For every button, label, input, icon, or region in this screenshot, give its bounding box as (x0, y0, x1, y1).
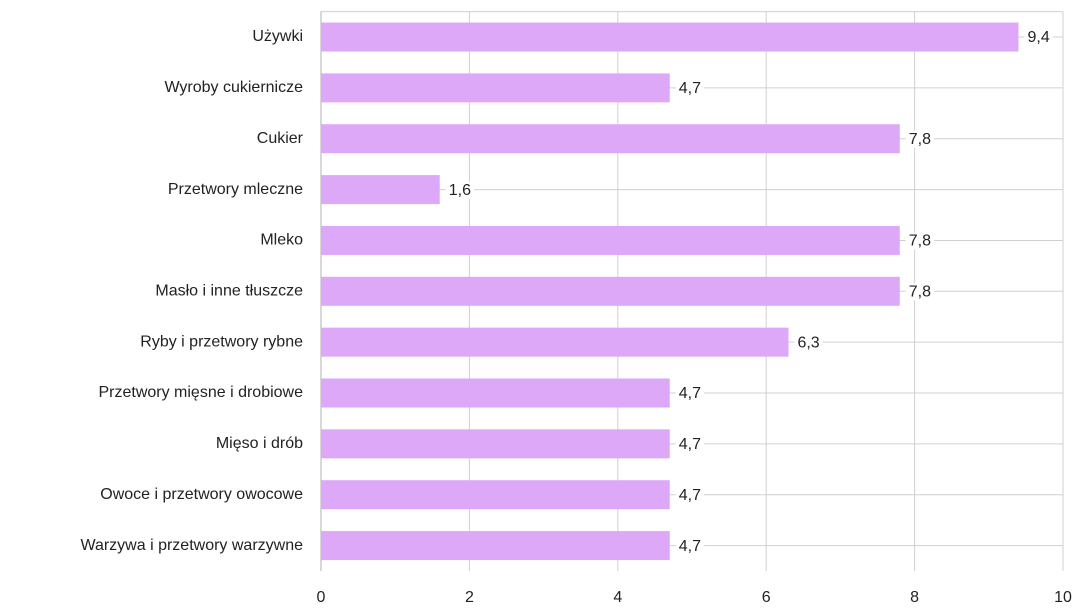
y-tick-label: Cukier (257, 130, 304, 147)
y-tick-label: Używki (252, 28, 303, 45)
bar (321, 225, 900, 255)
bar (321, 531, 670, 561)
data-label-bg (905, 283, 935, 301)
x-tick-label: 2 (465, 589, 474, 606)
data-label-bg (794, 334, 823, 352)
x-tick-label: 8 (910, 589, 919, 606)
data-label: 7,8 (909, 284, 931, 301)
x-tick-label: 4 (613, 589, 622, 606)
data-label-bg (675, 486, 705, 504)
y-tick-label: Warzywa i przetwory warzywne (80, 537, 303, 554)
bar (321, 327, 789, 357)
y-tick-label: Przetwory mleczne (168, 181, 303, 198)
bar (321, 73, 670, 103)
y-tick-label: Wyroby cukiernicze (164, 79, 303, 96)
bar (321, 124, 900, 154)
data-label-bg (1024, 29, 1053, 47)
data-label-bg (675, 80, 705, 98)
bar (321, 480, 670, 510)
data-label: 4,7 (679, 436, 701, 453)
data-label-bg (675, 537, 705, 555)
bar (321, 175, 440, 205)
data-label: 6,3 (797, 334, 819, 351)
data-label: 7,8 (909, 131, 931, 148)
y-tick-label: Owoce i przetwory owocowe (100, 486, 303, 503)
y-tick-label: Masło i inne tłuszcze (155, 283, 303, 300)
data-label-bg (905, 232, 935, 250)
data-label-bg (675, 436, 705, 454)
data-label-bg (905, 130, 935, 148)
y-tick-label: Przetwory mięsne i drobiowe (98, 384, 303, 401)
bar (321, 429, 670, 459)
data-label: 4,7 (679, 80, 701, 97)
y-tick-label: Ryby i przetwory rybne (140, 333, 303, 350)
data-label: 4,7 (679, 385, 701, 402)
y-tick-label: Mleko (260, 232, 303, 249)
data-label-bg (675, 385, 705, 403)
data-label: 4,7 (679, 538, 701, 555)
y-tick-label: Mięso i drób (216, 435, 303, 452)
data-label: 7,8 (909, 233, 931, 250)
x-tick-label: 0 (317, 589, 326, 606)
data-label-bg (445, 181, 475, 199)
data-label: 4,7 (679, 487, 701, 504)
data-label: 9,4 (1027, 29, 1049, 46)
x-tick-label: 10 (1054, 589, 1072, 606)
x-tick-label: 6 (762, 589, 771, 606)
bar (321, 22, 1019, 52)
bar (321, 378, 670, 408)
bar (321, 276, 900, 306)
data-label: 1,6 (449, 182, 471, 199)
